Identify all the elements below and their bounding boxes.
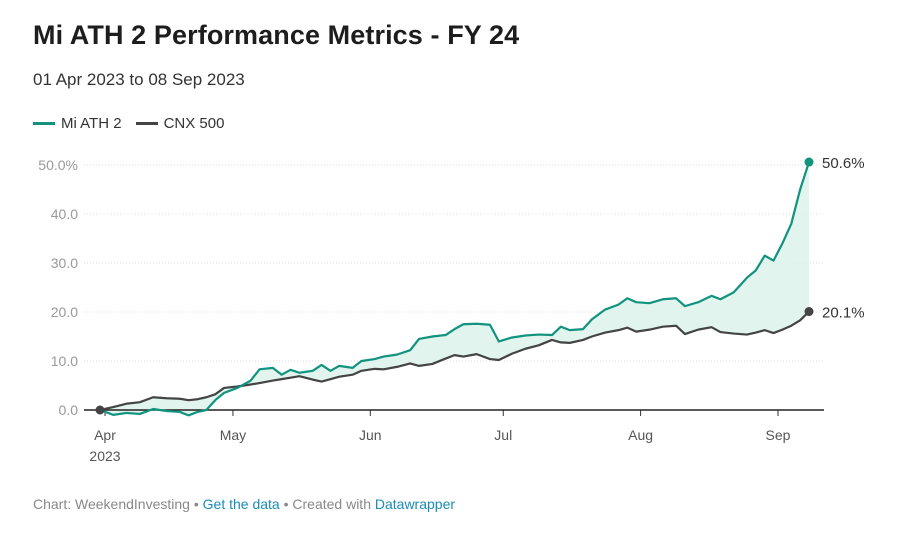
series-line-mi-ath-2	[98, 160, 811, 417]
legend: Mi ATH 2 CNX 500	[33, 115, 224, 132]
legend-label-mi-ath-2: Mi ATH 2	[61, 115, 122, 132]
end-point-marker-cnx-500	[804, 307, 814, 317]
x-tick-sublabel: 2023	[89, 448, 120, 464]
line-chart: 0.0 10.0 20.0 30.0 40.0 50.0% Apr 2023 May Jun Jul…	[38, 155, 865, 464]
x-tick-label: Apr	[94, 427, 116, 443]
legend-swatch-cnx-500	[135, 122, 158, 125]
footer-separator: •	[189, 496, 203, 512]
series-line-cnx-500	[98, 310, 811, 412]
footer-credit: Chart: WeekendInvesting	[33, 496, 190, 512]
x-tick-label: May	[220, 427, 246, 443]
end-value-label-mi-ath-2: 50.6%	[822, 155, 865, 172]
legend-item-mi-ath-2: Mi ATH 2	[33, 115, 122, 132]
x-tick-label: Jun	[359, 427, 382, 443]
footer-created-with: • Created with	[279, 496, 375, 512]
chart-title: Mi ATH 2 Performance Metrics - FY 24	[33, 20, 520, 50]
datawrapper-link[interactable]: Datawrapper	[374, 496, 456, 512]
y-tick-label: 10.0	[51, 353, 78, 369]
start-point-marker	[95, 405, 105, 415]
x-tick-label: Aug	[628, 427, 653, 443]
y-tick-label: 30.0	[51, 255, 78, 271]
legend-swatch-mi-ath-2	[33, 122, 55, 125]
chart-subtitle: 01 Apr 2023 to 08 Sep 2023	[33, 70, 245, 89]
y-tick-label: 0.0	[59, 402, 79, 418]
get-the-data-link[interactable]: Get the data	[202, 496, 280, 512]
chart-footer: Chart: WeekendInvesting • Get the data •…	[33, 496, 455, 512]
y-tick-label: 50.0%	[38, 157, 78, 173]
end-value-label-cnx-500: 20.1%	[822, 305, 865, 322]
area-between-series	[100, 162, 809, 416]
end-point-marker-mi-ath-2	[804, 157, 814, 167]
legend-item-cnx-500: CNX 500	[135, 115, 225, 132]
legend-label-cnx-500: CNX 500	[163, 115, 225, 132]
y-tick-label: 40.0	[51, 206, 78, 222]
y-tick-label: 20.0	[51, 304, 78, 320]
x-tick-label: Jul	[494, 427, 512, 443]
x-tick-label: Sep	[766, 427, 791, 443]
